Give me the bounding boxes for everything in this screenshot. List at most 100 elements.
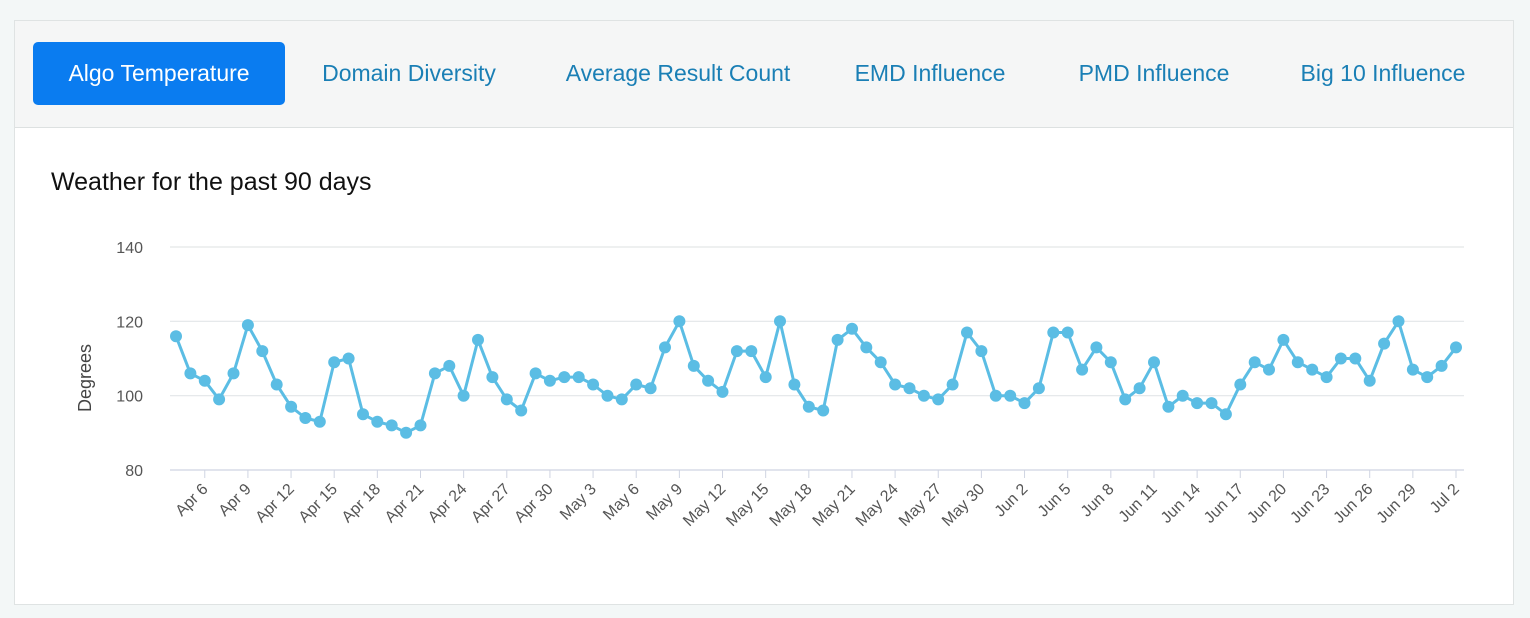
data-point[interactable]: [889, 378, 902, 391]
data-point[interactable]: [357, 408, 369, 421]
data-point[interactable]: [1248, 356, 1261, 369]
data-point[interactable]: [328, 356, 341, 369]
data-point[interactable]: [946, 378, 959, 391]
data-point[interactable]: [802, 400, 815, 413]
data-point[interactable]: [1205, 397, 1218, 410]
data-point[interactable]: [558, 371, 571, 384]
data-point[interactable]: [241, 319, 254, 332]
data-point[interactable]: [1004, 389, 1017, 402]
data-point[interactable]: [587, 378, 600, 391]
data-point[interactable]: [601, 389, 614, 402]
data-point[interactable]: [1076, 363, 1089, 376]
data-point[interactable]: [1032, 382, 1045, 395]
data-point[interactable]: [1090, 341, 1103, 354]
tab-emd-influence[interactable]: EMD Influence: [854, 60, 1006, 86]
data-point[interactable]: [1191, 397, 1204, 410]
data-point[interactable]: [975, 345, 988, 358]
data-point[interactable]: [989, 389, 1002, 402]
data-point[interactable]: [227, 367, 240, 380]
x-tick-label: Jun 29: [1374, 481, 1420, 527]
data-point[interactable]: [687, 359, 700, 372]
data-point[interactable]: [759, 371, 772, 384]
tab-algo-temperature[interactable]: Algo Temperature: [33, 42, 285, 105]
data-point[interactable]: [299, 412, 312, 424]
x-tick-label: Jun 17: [1201, 481, 1247, 527]
data-point[interactable]: [428, 367, 441, 380]
data-point[interactable]: [831, 333, 844, 346]
data-point[interactable]: [385, 419, 398, 432]
data-point[interactable]: [1104, 356, 1117, 369]
data-point[interactable]: [572, 371, 585, 384]
data-point[interactable]: [702, 374, 715, 387]
data-point[interactable]: [1047, 326, 1060, 339]
data-point[interactable]: [1018, 397, 1031, 410]
data-point[interactable]: [1119, 393, 1132, 406]
data-point[interactable]: [846, 322, 858, 335]
tab-pmd-influence[interactable]: PMD Influence: [1078, 60, 1230, 86]
data-point[interactable]: [1450, 341, 1462, 354]
data-point[interactable]: [313, 415, 326, 428]
data-point[interactable]: [457, 389, 470, 402]
data-point[interactable]: [1363, 374, 1376, 387]
data-point[interactable]: [716, 385, 729, 398]
data-point[interactable]: [1162, 400, 1175, 413]
data-point[interactable]: [1334, 352, 1347, 365]
data-point[interactable]: [1061, 326, 1074, 339]
data-point[interactable]: [644, 382, 657, 395]
data-point[interactable]: [285, 400, 298, 413]
data-point[interactable]: [1176, 389, 1189, 402]
data-point[interactable]: [745, 345, 758, 358]
data-point[interactable]: [673, 315, 686, 328]
data-point[interactable]: [443, 359, 456, 372]
data-point[interactable]: [860, 341, 873, 354]
data-point[interactable]: [1291, 356, 1304, 369]
data-point[interactable]: [1219, 408, 1232, 421]
data-point[interactable]: [1133, 382, 1146, 395]
data-point[interactable]: [515, 404, 528, 417]
data-point[interactable]: [730, 345, 743, 358]
data-point[interactable]: [630, 378, 643, 391]
tab-bar: Algo Temperature Domain Diversity Averag…: [15, 21, 1513, 128]
data-point[interactable]: [917, 389, 930, 402]
data-point[interactable]: [1349, 352, 1362, 365]
data-point[interactable]: [472, 333, 484, 346]
data-point[interactable]: [615, 393, 628, 406]
data-point[interactable]: [788, 378, 801, 391]
data-point[interactable]: [529, 367, 542, 380]
data-point[interactable]: [500, 393, 513, 406]
data-point[interactable]: [961, 326, 973, 339]
data-point[interactable]: [486, 371, 499, 384]
data-point[interactable]: [543, 374, 556, 387]
data-point[interactable]: [170, 330, 182, 343]
data-point[interactable]: [659, 341, 671, 354]
data-point[interactable]: [1378, 337, 1391, 350]
data-point[interactable]: [1234, 378, 1247, 391]
tab-average-result-count[interactable]: Average Result Count: [565, 60, 791, 86]
data-point[interactable]: [342, 352, 355, 365]
data-point[interactable]: [1421, 371, 1434, 384]
data-point[interactable]: [184, 367, 197, 380]
data-point[interactable]: [1263, 363, 1275, 376]
data-point[interactable]: [371, 415, 384, 428]
tab-big-10-influence[interactable]: Big 10 Influence: [1300, 60, 1466, 86]
data-point[interactable]: [1406, 363, 1419, 376]
data-point[interactable]: [1306, 363, 1319, 376]
data-point[interactable]: [1320, 371, 1333, 384]
data-point[interactable]: [198, 374, 211, 387]
data-point[interactable]: [774, 315, 786, 328]
data-point[interactable]: [1148, 356, 1160, 369]
data-point[interactable]: [874, 356, 887, 369]
data-point[interactable]: [270, 378, 283, 391]
data-point[interactable]: [400, 426, 413, 439]
data-point[interactable]: [213, 393, 226, 406]
data-point[interactable]: [1435, 359, 1448, 372]
data-point[interactable]: [817, 404, 830, 417]
x-tick-label: Apr 24: [425, 481, 470, 526]
tab-domain-diversity[interactable]: Domain Diversity: [322, 60, 496, 86]
data-point[interactable]: [256, 345, 269, 358]
data-point[interactable]: [1392, 315, 1405, 328]
data-point[interactable]: [932, 393, 945, 406]
data-point[interactable]: [1277, 333, 1290, 346]
data-point[interactable]: [903, 382, 916, 395]
data-point[interactable]: [414, 419, 427, 432]
